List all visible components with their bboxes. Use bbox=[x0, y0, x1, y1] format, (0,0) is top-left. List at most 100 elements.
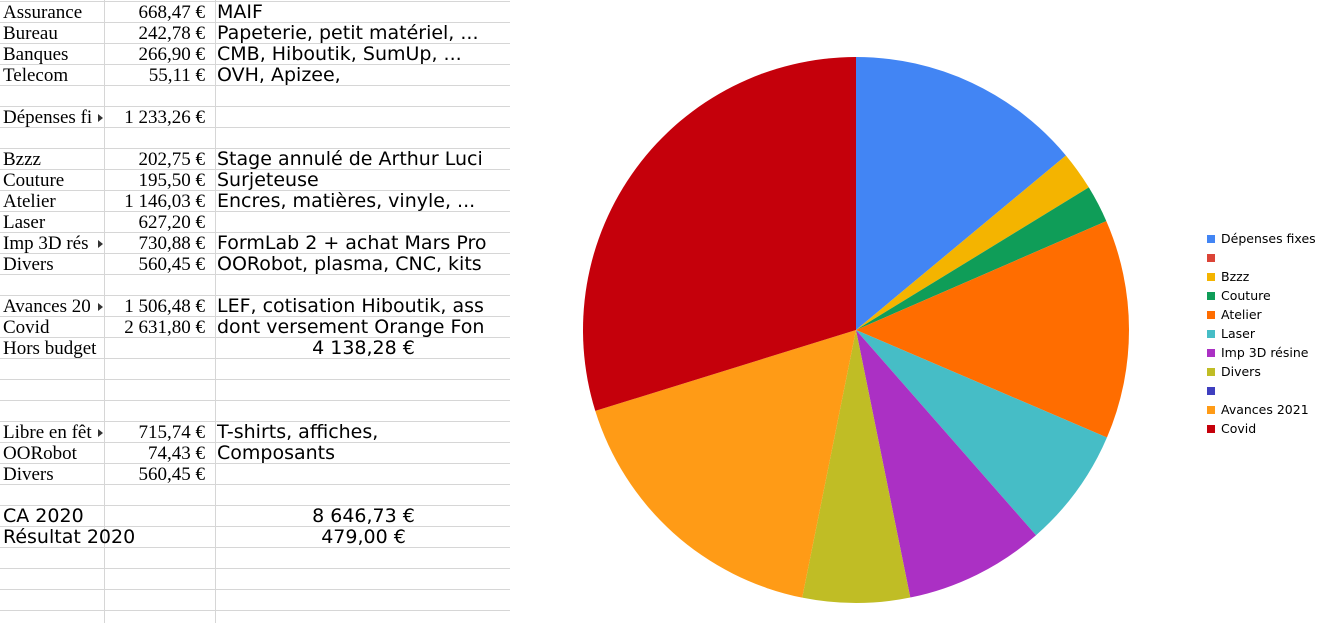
cell-description[interactable]: Encres, matières, vinyle, ... bbox=[217, 191, 476, 212]
cell-label[interactable]: OORobot bbox=[3, 443, 77, 464]
cell-amount[interactable] bbox=[105, 86, 205, 107]
cell-amount[interactable] bbox=[105, 401, 205, 422]
cell-label[interactable]: CA 2020 bbox=[3, 506, 84, 527]
cell-label[interactable] bbox=[3, 359, 104, 380]
gridline-row bbox=[0, 127, 510, 128]
cell-amount[interactable]: 730,88 € bbox=[138, 233, 206, 254]
cell-amount[interactable] bbox=[105, 359, 205, 380]
pie-slice[interactable] bbox=[856, 330, 1107, 536]
cell-amount[interactable]: 266,90 € bbox=[138, 44, 206, 65]
cell-label[interactable] bbox=[3, 485, 104, 506]
cell-description[interactable] bbox=[217, 359, 510, 380]
cell-description[interactable]: Papeterie, petit matériel, ... bbox=[217, 23, 479, 44]
cell-label[interactable]: Bureau bbox=[3, 23, 58, 44]
cell-description[interactable] bbox=[217, 128, 510, 149]
cell-label[interactable]: Telecom bbox=[3, 65, 69, 86]
cell-amount[interactable]: 560,45 € bbox=[138, 464, 206, 485]
cell-amount[interactable] bbox=[105, 338, 205, 359]
cell-description[interactable] bbox=[217, 485, 510, 506]
gridline-row bbox=[0, 589, 510, 590]
cell-amount[interactable] bbox=[105, 506, 205, 527]
cell-amount[interactable]: 55,11 € bbox=[148, 65, 205, 86]
cell-amount[interactable]: 202,75 € bbox=[138, 149, 206, 170]
legend-swatch bbox=[1207, 424, 1215, 433]
cell-amount[interactable] bbox=[105, 485, 205, 506]
cell-amount[interactable] bbox=[105, 128, 205, 149]
gridline-row bbox=[0, 85, 510, 86]
gridline-row bbox=[0, 1, 510, 2]
legend-swatch bbox=[1207, 348, 1215, 357]
cell-amount[interactable]: 242,78 € bbox=[138, 23, 206, 44]
cell-description[interactable] bbox=[217, 86, 510, 107]
pie-slice[interactable] bbox=[856, 155, 1089, 330]
cell-amount[interactable]: 74,43 € bbox=[148, 443, 205, 464]
pie-slice[interactable] bbox=[856, 187, 1107, 330]
cell-label[interactable]: Libre en fêt bbox=[3, 422, 104, 443]
cell-label[interactable] bbox=[3, 380, 104, 401]
cell-label[interactable] bbox=[3, 275, 104, 296]
cell-description[interactable] bbox=[217, 107, 510, 128]
cell-description[interactable]: CMB, Hiboutik, SumUp, ... bbox=[217, 44, 462, 65]
cell-label[interactable]: Assurance bbox=[3, 2, 83, 23]
cell-label[interactable]: Avances 20 bbox=[3, 296, 104, 317]
cell-description[interactable] bbox=[217, 212, 510, 233]
cell-label[interactable]: Résultat 2020 bbox=[3, 527, 136, 548]
cell-total[interactable]: 4 138,28 € bbox=[312, 338, 415, 359]
pie-slice[interactable] bbox=[802, 330, 911, 603]
cell-total[interactable]: 8 646,73 € bbox=[312, 506, 415, 527]
cell-amount[interactable] bbox=[105, 380, 205, 401]
cell-label[interactable]: Imp 3D rés bbox=[3, 233, 104, 254]
cell-description[interactable] bbox=[217, 275, 510, 296]
legend-label: Atelier bbox=[1221, 307, 1262, 322]
cell-total[interactable]: 479,00 € bbox=[321, 527, 406, 548]
cell-description[interactable] bbox=[217, 401, 510, 422]
cell-description[interactable]: Surjeteuse bbox=[217, 170, 319, 191]
cell-amount[interactable]: 560,45 € bbox=[138, 254, 206, 275]
pie-slice[interactable] bbox=[856, 57, 1066, 330]
cell-description[interactable]: MAIF bbox=[217, 2, 263, 23]
gridline-row bbox=[0, 22, 510, 23]
cell-amount[interactable]: 668,47 € bbox=[138, 2, 206, 23]
cell-label[interactable]: Atelier bbox=[3, 191, 56, 212]
pie-slice[interactable] bbox=[583, 57, 856, 411]
cell-label[interactable] bbox=[3, 401, 104, 422]
cell-label[interactable]: Bzzz bbox=[3, 149, 41, 170]
cell-label[interactable] bbox=[3, 86, 104, 107]
legend-swatch bbox=[1207, 272, 1215, 281]
pie-slice[interactable] bbox=[856, 221, 1129, 438]
pie-slice[interactable] bbox=[856, 330, 1037, 598]
cell-description[interactable] bbox=[217, 380, 510, 401]
cell-amount[interactable]: 2 631,80 € bbox=[124, 317, 205, 338]
cell-description[interactable]: FormLab 2 + achat Mars Pro bbox=[217, 233, 487, 254]
cell-amount[interactable] bbox=[105, 527, 205, 548]
legend-label: Imp 3D résine bbox=[1221, 345, 1309, 360]
cell-description[interactable] bbox=[217, 464, 510, 485]
cell-description[interactable]: OVH, Apizee, bbox=[217, 65, 341, 86]
cell-label[interactable]: Divers bbox=[3, 254, 54, 275]
cell-description[interactable]: Stage annulé de Arthur Luci bbox=[217, 149, 483, 170]
pie-slice[interactable] bbox=[595, 330, 856, 598]
pie-chart[interactable]: Dépenses fixes Bzzz Couture Atelier Laser Imp… bbox=[510, 0, 1331, 623]
cell-label[interactable]: Covid bbox=[3, 317, 50, 338]
cell-label[interactable]: Laser bbox=[3, 212, 46, 233]
cell-description[interactable]: LEF, cotisation Hiboutik, ass bbox=[217, 296, 484, 317]
cell-label[interactable]: Dépenses fi bbox=[3, 107, 104, 128]
cell-label[interactable]: Couture bbox=[3, 170, 65, 191]
cell-label[interactable]: Divers bbox=[3, 464, 54, 485]
cell-label[interactable]: Hors budget bbox=[3, 338, 97, 359]
cell-amount[interactable]: 1 146,03 € bbox=[124, 191, 205, 212]
cell-label[interactable] bbox=[3, 128, 104, 149]
cell-amount[interactable]: 1 506,48 € bbox=[124, 296, 205, 317]
cell-amount[interactable]: 715,74 € bbox=[138, 422, 206, 443]
cell-description[interactable]: dont versement Orange Fon bbox=[217, 317, 485, 338]
cell-description[interactable]: OORobot, plasma, CNC, kits bbox=[217, 254, 482, 275]
cell-amount[interactable]: 195,50 € bbox=[138, 170, 206, 191]
gridline-row bbox=[0, 211, 510, 212]
cell-amount[interactable] bbox=[105, 275, 205, 296]
cell-amount[interactable]: 627,20 € bbox=[138, 212, 206, 233]
cell-description[interactable]: T-shirts, affiches, bbox=[217, 422, 379, 443]
cell-label[interactable]: Banques bbox=[3, 44, 69, 65]
cell-description[interactable]: Composants bbox=[217, 443, 336, 464]
cell-amount[interactable]: 1 233,26 € bbox=[124, 107, 205, 128]
